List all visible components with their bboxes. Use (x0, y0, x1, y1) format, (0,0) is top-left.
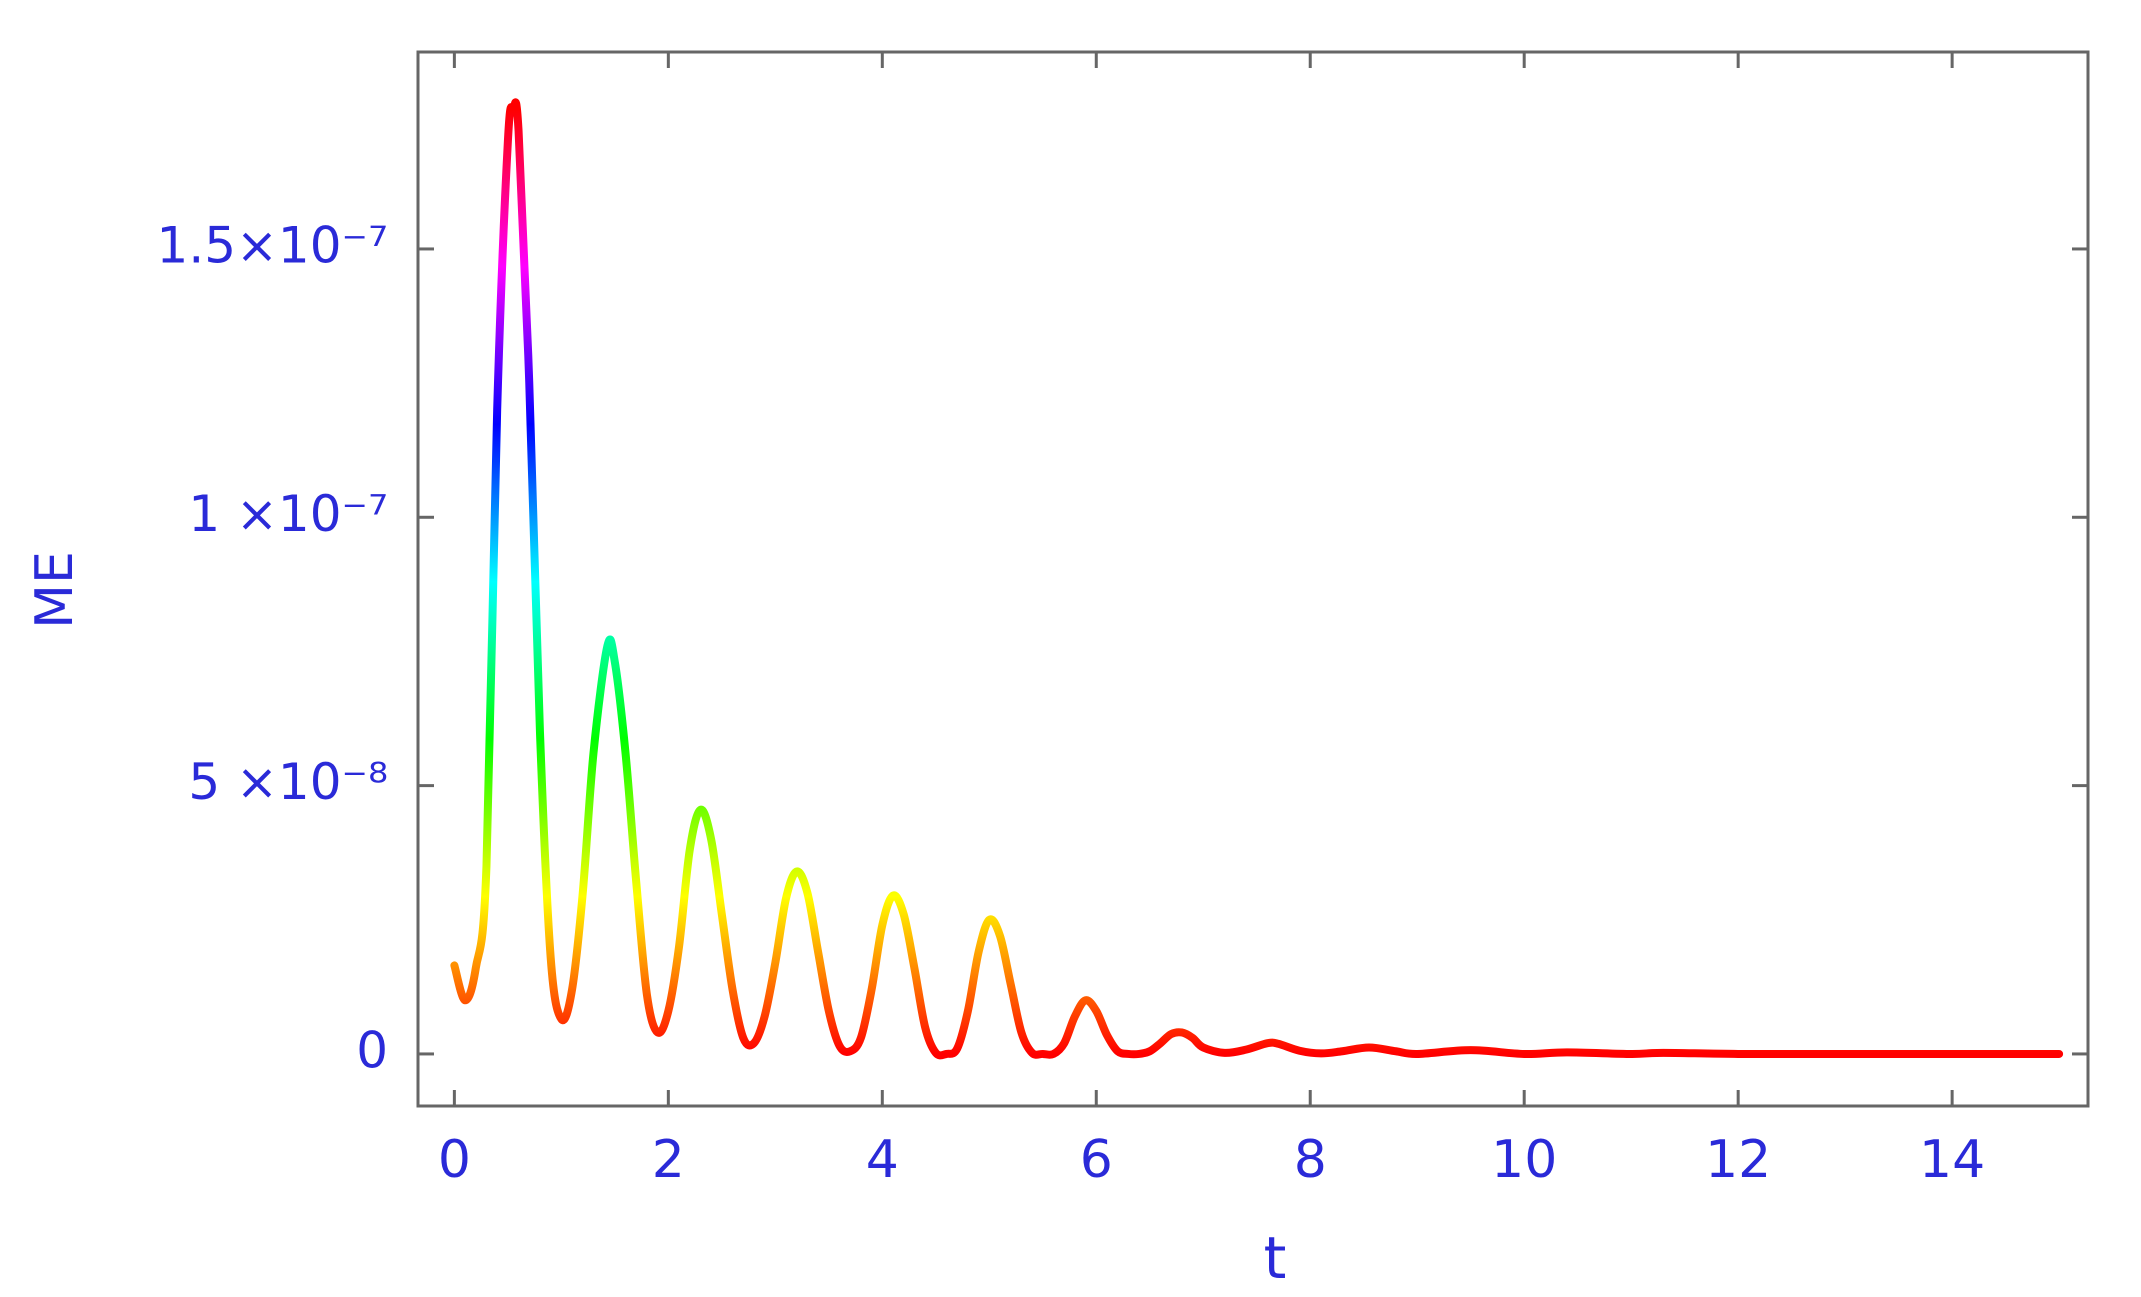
y-axis-label: ME (25, 551, 85, 629)
data-line (450, 98, 2064, 1060)
x-tick-label: 6 (1080, 1130, 1113, 1190)
x-tick-label: 0 (438, 1130, 471, 1190)
x-tick-label: 10 (1491, 1130, 1557, 1190)
y-tick-label: 1.5×10⁻⁷ (157, 216, 388, 274)
y-tick-label: 0 (356, 1021, 388, 1079)
y-tick-label: 1 ×10⁻⁷ (188, 485, 388, 543)
y-tick-label: 5 ×10⁻⁸ (188, 753, 388, 811)
x-tick-label: 8 (1294, 1130, 1327, 1190)
x-tick-label: 4 (866, 1130, 899, 1190)
x-tick-label: 2 (652, 1130, 685, 1190)
x-tick-label: 14 (1919, 1130, 1985, 1190)
x-tick-label: 12 (1705, 1130, 1771, 1190)
plot-frame (416, 50, 2090, 1108)
x-axis-label: t (1264, 1224, 1287, 1292)
